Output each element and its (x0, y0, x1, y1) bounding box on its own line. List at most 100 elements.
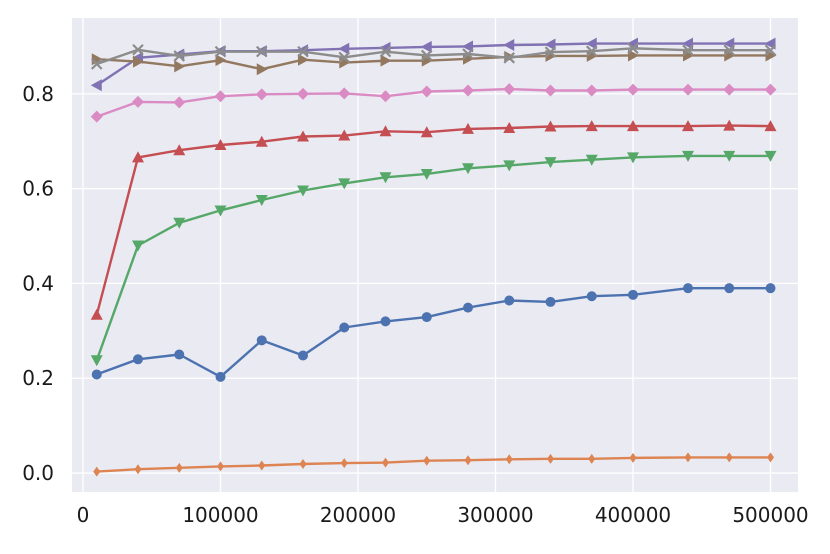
data-point (132, 151, 144, 163)
data-point (544, 46, 557, 58)
x-tick-label: 100000 (182, 503, 258, 527)
data-point (90, 79, 102, 92)
x-tick-label: 300000 (457, 503, 533, 527)
data-point (420, 168, 433, 180)
data-point (173, 96, 186, 109)
data-point (132, 95, 144, 108)
data-point (215, 371, 226, 382)
data-point (764, 120, 777, 132)
series-1 (91, 283, 776, 382)
y-tick-label: 0.0 (22, 461, 54, 485)
data-point (585, 84, 598, 97)
data-point (544, 38, 556, 51)
data-point (338, 51, 351, 64)
data-point (503, 83, 516, 96)
data-point (420, 49, 433, 62)
data-point (463, 302, 473, 313)
data-point (723, 83, 736, 96)
data-point (379, 45, 392, 58)
data-point (258, 460, 266, 471)
data-point (547, 453, 554, 464)
x-tick-label: 0 (77, 503, 90, 527)
data-point (298, 53, 309, 66)
data-point (462, 48, 474, 60)
data-point (338, 129, 351, 141)
data-point (544, 84, 557, 97)
data-point (588, 453, 596, 464)
data-point (256, 335, 267, 346)
data-point (90, 58, 103, 70)
data-point (420, 40, 432, 53)
data-point (464, 455, 472, 466)
data-point (90, 110, 103, 123)
y-tick-label: 0.4 (22, 271, 54, 295)
x-tick-label: 200000 (320, 503, 396, 527)
series-4 (90, 119, 777, 320)
data-point (462, 40, 473, 53)
data-point (725, 452, 733, 463)
data-point (683, 283, 693, 294)
y-tick-label: 0.6 (22, 177, 54, 201)
series-2 (93, 452, 774, 477)
data-point (339, 322, 350, 333)
data-point (545, 296, 556, 307)
data-point (214, 90, 227, 103)
data-point (90, 308, 103, 320)
data-point (627, 152, 639, 164)
data-point (724, 283, 735, 294)
data-point (585, 45, 598, 57)
series-8 (90, 42, 777, 70)
data-point (174, 60, 186, 73)
data-point (297, 185, 309, 197)
series-layer (90, 37, 777, 477)
data-point (133, 354, 143, 365)
data-point (682, 150, 694, 162)
data-point (93, 466, 101, 477)
data-point (682, 44, 694, 57)
data-point (91, 369, 102, 380)
data-point (134, 464, 142, 475)
data-point (764, 44, 777, 57)
data-point (173, 217, 186, 229)
data-point (217, 461, 224, 472)
data-point (462, 122, 474, 134)
data-point (421, 312, 432, 323)
data-point (90, 355, 103, 367)
data-point (585, 120, 598, 132)
data-point (214, 45, 227, 58)
data-point (764, 150, 777, 162)
grid-lines (72, 18, 798, 492)
series-7 (90, 83, 777, 123)
data-point (215, 54, 227, 67)
data-point (505, 454, 513, 465)
plot-background (72, 18, 798, 492)
data-point (682, 120, 694, 132)
data-point (503, 121, 516, 133)
data-point (764, 83, 777, 96)
data-point (723, 119, 736, 131)
data-point (462, 84, 474, 97)
data-point (585, 154, 598, 166)
data-point (544, 157, 557, 169)
tick-labels: 0 100000 200000 300000 400000 500000 0.0 0.2 0.4… (22, 82, 808, 527)
data-point (627, 42, 639, 55)
data-point (298, 350, 308, 361)
data-point (338, 87, 351, 100)
data-point (338, 178, 351, 190)
data-point (585, 37, 597, 50)
data-point (544, 120, 557, 132)
data-point (723, 44, 736, 57)
data-point (723, 150, 736, 162)
data-point (132, 240, 144, 252)
data-point (214, 139, 227, 151)
data-point (765, 283, 776, 294)
data-point (173, 144, 186, 156)
data-point (504, 295, 515, 306)
data-point (255, 88, 268, 101)
data-point (175, 462, 183, 473)
data-point (133, 55, 144, 68)
data-point (682, 83, 694, 96)
data-point (462, 163, 474, 175)
data-point (297, 87, 309, 100)
